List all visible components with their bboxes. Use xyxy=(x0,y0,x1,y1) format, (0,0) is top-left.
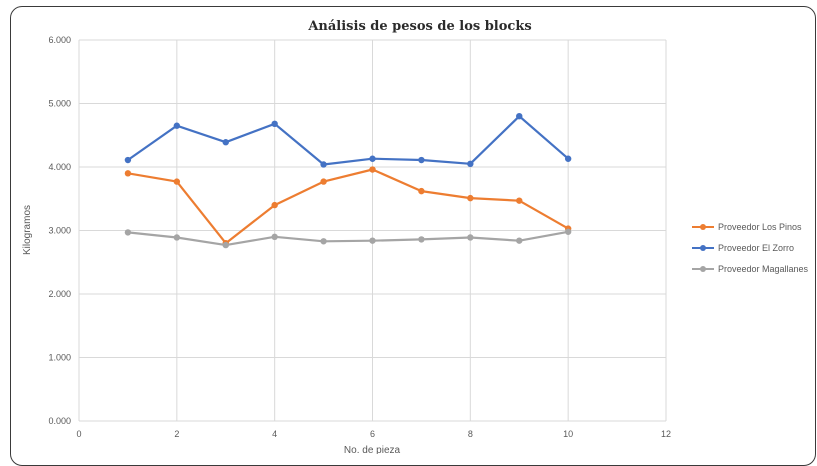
y-tick-label: 1.000 xyxy=(48,353,71,363)
x-tick-label: 10 xyxy=(563,429,573,439)
data-point xyxy=(271,120,278,128)
y-axis-title: Kilogramos xyxy=(22,205,33,255)
data-point xyxy=(418,156,425,164)
x-tick-label: 2 xyxy=(174,429,179,439)
data-point xyxy=(418,236,425,243)
data-point xyxy=(222,139,229,146)
data-point xyxy=(271,201,278,209)
data-point xyxy=(173,122,181,129)
series-proveedor-el-zorro xyxy=(124,113,572,168)
x-axis-title: No. de pieza xyxy=(344,445,401,454)
series-layer xyxy=(124,113,572,249)
series-proveedor-magallanes xyxy=(124,228,572,249)
data-point xyxy=(369,237,376,244)
y-tick-label: 4.000 xyxy=(48,162,71,172)
x-tick-label: 8 xyxy=(468,429,473,439)
data-point xyxy=(173,178,181,185)
data-point xyxy=(467,234,474,241)
chart-title: Análisis de pesos de los blocks xyxy=(307,19,531,34)
legend-swatch-marker xyxy=(700,245,706,251)
y-tick-label: 5.000 xyxy=(48,99,71,109)
data-point xyxy=(369,155,376,162)
legend-item: Proveedor Magallanes xyxy=(692,264,809,274)
data-point xyxy=(369,166,376,173)
chart-svg: Análisis de pesos de los blocks 0.000 1.0… xyxy=(22,19,809,454)
chart-frame xyxy=(10,6,816,466)
legend-swatch-marker xyxy=(700,266,706,272)
data-point xyxy=(222,241,229,249)
legend-item: Proveedor Los Pinos xyxy=(692,222,802,232)
data-point xyxy=(271,233,278,241)
data-point xyxy=(564,228,572,235)
x-tick-label: 6 xyxy=(370,429,375,439)
y-tick-label: 3.000 xyxy=(48,226,71,236)
legend-swatch-marker xyxy=(700,224,706,230)
legend: Proveedor Los Pinos Proveedor El Zorro Pro… xyxy=(692,222,809,274)
x-tick-label: 0 xyxy=(76,429,81,439)
series-line xyxy=(127,230,569,247)
grid xyxy=(78,39,667,422)
x-tick-label: 12 xyxy=(661,429,671,439)
data-point xyxy=(320,161,327,168)
data-point xyxy=(320,238,327,245)
legend-label: Proveedor Magallanes xyxy=(718,264,809,274)
data-point xyxy=(516,237,523,244)
data-point xyxy=(124,170,132,177)
series-line xyxy=(127,168,569,245)
data-point xyxy=(320,178,327,185)
data-point xyxy=(516,197,523,204)
data-point xyxy=(173,234,181,241)
x-tick-label: 4 xyxy=(272,429,277,439)
data-point xyxy=(467,160,474,168)
data-point xyxy=(516,113,523,120)
y-tick-label: 2.000 xyxy=(48,289,71,299)
legend-label: Proveedor El Zorro xyxy=(718,243,794,253)
x-axis-ticks: 0 2 4 6 8 10 12 xyxy=(76,429,671,439)
data-point xyxy=(467,194,474,202)
data-point xyxy=(124,156,132,164)
y-axis-ticks: 0.000 1.000 2.000 3.000 4.000 5.000 6.000 xyxy=(48,35,71,426)
series-proveedor-los-pinos xyxy=(124,166,572,247)
y-tick-label: 6.000 xyxy=(48,35,71,45)
data-point xyxy=(124,229,132,236)
y-tick-label: 0.000 xyxy=(48,416,71,426)
legend-label: Proveedor Los Pinos xyxy=(718,222,802,232)
legend-item: Proveedor El Zorro xyxy=(692,243,794,253)
data-point xyxy=(564,155,572,162)
series-line xyxy=(127,115,569,166)
data-point xyxy=(418,187,425,195)
